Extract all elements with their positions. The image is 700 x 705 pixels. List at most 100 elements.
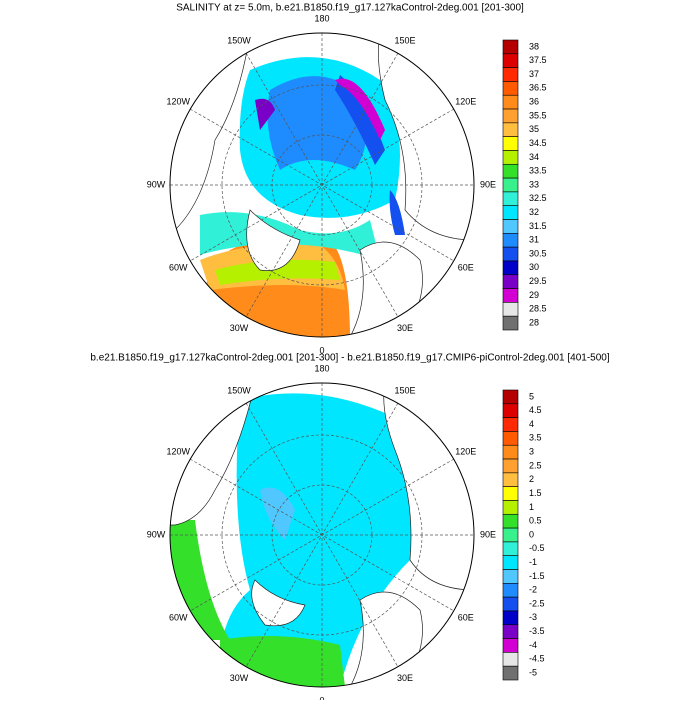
longitude-label: 150W — [227, 36, 251, 46]
panel-title: b.e21.B1850.f19_g17.127kaControl-2deg.00… — [90, 353, 609, 364]
colorbar-box — [502, 94, 519, 110]
colorbar-label: 4 — [529, 419, 534, 429]
colorbar-box — [502, 136, 519, 151]
colorbar-label: 5 — [529, 391, 534, 401]
colorbar-label: 36 — [529, 97, 539, 107]
longitude-label: 150E — [394, 386, 415, 396]
graticule — [170, 383, 474, 687]
colorbar-box — [502, 403, 519, 418]
colorbar-label: 2.5 — [529, 460, 542, 470]
colorbar-box — [502, 417, 519, 432]
colorbar-box — [502, 652, 519, 667]
longitude-label: 60W — [169, 262, 188, 272]
longitude-label: 120W — [166, 446, 190, 456]
colorbar-label: -3.5 — [529, 626, 545, 636]
panel-title: SALINITY at z= 5.0m, b.e21.B1850.f19_g17… — [176, 3, 524, 14]
longitude-label: 150W — [227, 386, 251, 396]
graticule — [170, 33, 474, 337]
colorbar-box — [502, 150, 519, 165]
colorbar-label: 2 — [529, 474, 534, 484]
colorbar-label: 31.5 — [529, 221, 547, 231]
colorbar-label: 32.5 — [529, 193, 547, 203]
colorbar-label: -2.5 — [529, 598, 545, 608]
longitude-label: 120E — [455, 96, 476, 106]
colorbar-box — [502, 122, 519, 137]
colorbar-label: -4 — [529, 640, 537, 650]
colorbar-label: -5 — [529, 667, 537, 677]
colorbar-box — [502, 219, 519, 234]
longitude-label: 60E — [458, 262, 474, 272]
colorbar-box — [502, 444, 519, 460]
colorbar-label: 1 — [529, 502, 534, 512]
colorbar-label: 1.5 — [529, 488, 542, 498]
colorbar-box — [502, 486, 519, 501]
colorbar-box — [502, 513, 519, 529]
colorbar-box — [502, 53, 519, 68]
colorbar-label: -2 — [529, 585, 537, 595]
longitude-label: 60W — [169, 612, 188, 622]
colorbar-box — [502, 67, 519, 82]
colorbar-box — [502, 302, 519, 317]
colorbar-box — [502, 233, 519, 248]
longitude-label: 90W — [147, 179, 166, 189]
colorbar-label: 30 — [529, 262, 539, 272]
colorbar-box — [502, 315, 519, 331]
colorbar-label: 32 — [529, 207, 539, 217]
colorbar-box — [502, 246, 519, 262]
colorbar-box — [502, 583, 519, 598]
colorbar-label: -1 — [529, 557, 537, 567]
colorbar-label: 37 — [529, 69, 539, 79]
colorbar-label: 36.5 — [529, 83, 547, 93]
map-border — [169, 382, 475, 688]
colorbar-label: 34 — [529, 152, 539, 162]
colorbar-box — [502, 555, 519, 570]
colorbar-box — [502, 500, 519, 515]
colorbar-box — [502, 205, 519, 220]
longitude-label: 120W — [166, 96, 190, 106]
colorbar-box — [502, 39, 519, 55]
longitude-label: 150E — [394, 36, 415, 46]
colorbar-box — [502, 665, 519, 681]
colorbar-label: 29.5 — [529, 276, 547, 286]
longitude-label: 30W — [230, 673, 249, 683]
colorbar-label: 28.5 — [529, 304, 547, 314]
colorbar-box — [502, 108, 519, 124]
colorbar-box — [502, 596, 519, 612]
longitude-label: 180 — [314, 363, 329, 373]
colorbar-box — [502, 177, 519, 193]
colorbar-label: -4.5 — [529, 654, 545, 664]
longitude-label: 30W — [230, 323, 249, 333]
colorbar-label: 3.5 — [529, 433, 542, 443]
colorbar-label: -3 — [529, 612, 537, 622]
colorbar-label: 34.5 — [529, 138, 547, 148]
longitude-label: 30E — [397, 323, 413, 333]
map-border — [169, 32, 475, 338]
colorbar-box — [502, 274, 519, 289]
longitude-label: 90E — [480, 529, 496, 539]
colorbar-label: 33.5 — [529, 166, 547, 176]
colorbar-box — [502, 81, 519, 96]
colorbar-label: 35 — [529, 124, 539, 134]
colorbar-label: 0 — [529, 529, 534, 539]
colorbar-label: 31 — [529, 235, 539, 245]
longitude-label: 0 — [319, 345, 324, 355]
longitude-label: 180 — [314, 13, 329, 23]
colorbar-label: 28 — [529, 317, 539, 327]
colorbar-box — [502, 569, 519, 584]
colorbar-box — [502, 431, 519, 446]
longitude-label: 0 — [319, 695, 324, 700]
colorbar-label: 35.5 — [529, 110, 547, 120]
longitude-label: 90E — [480, 179, 496, 189]
colorbar-label: -1.5 — [529, 571, 545, 581]
colorbar-box — [502, 389, 519, 405]
colorbar-box — [502, 458, 519, 474]
longitude-label: 60E — [458, 612, 474, 622]
colorbar-label: 38 — [529, 41, 539, 51]
longitude-label: 90W — [147, 529, 166, 539]
colorbar-label: 29 — [529, 290, 539, 300]
colorbar-label: -0.5 — [529, 543, 545, 553]
colorbar-label: 30.5 — [529, 248, 547, 258]
colorbar-box — [502, 260, 519, 276]
colorbar-box — [502, 638, 519, 653]
